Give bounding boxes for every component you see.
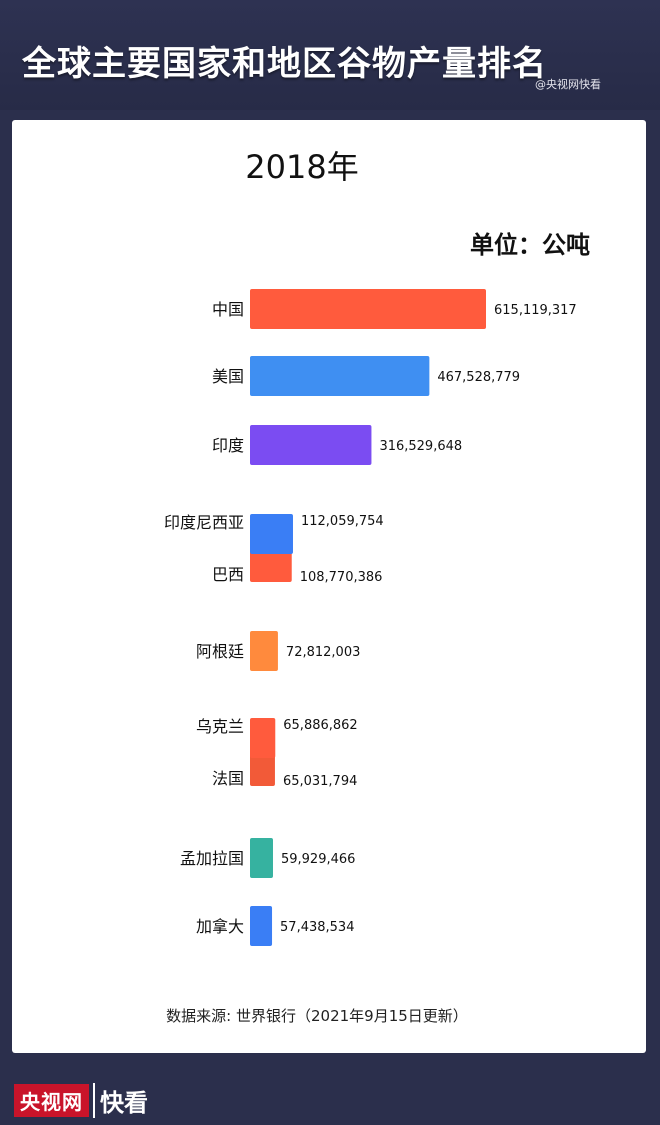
category-label: 阿根廷 <box>196 642 244 661</box>
logo-text-main: 央视网 <box>14 1083 89 1117</box>
value-label: 65,886,862 <box>283 718 357 733</box>
data-source: 数据来源: 世界银行（2021年9月15日更新） <box>166 1007 468 1025</box>
bar-5 <box>250 631 278 671</box>
unit-label: 单位：公吨 <box>470 231 590 259</box>
bar-3 <box>250 514 293 554</box>
bar-1 <box>250 356 430 396</box>
logo-text-sub: 快看 <box>93 1082 148 1118</box>
bar-9 <box>250 906 273 946</box>
value-label: 467,528,779 <box>437 370 520 385</box>
value-label: 615,119,317 <box>494 303 577 318</box>
value-label: 65,031,794 <box>283 774 357 789</box>
chart-title: 2018年 <box>245 148 359 186</box>
category-label: 乌克兰 <box>196 717 244 736</box>
category-label: 美国 <box>212 367 244 386</box>
value-label: 57,438,534 <box>280 920 354 935</box>
watermark: @央视网快看 <box>535 78 601 91</box>
category-label: 孟加拉国 <box>180 849 244 868</box>
bar-chart: 中国 615,119,317 美国 467,528,779 印度 316,529,648 印… <box>164 289 577 946</box>
banner: 全球主要国家和地区谷物产量排名 @央视网快看 <box>0 0 660 110</box>
value-label: 72,812,003 <box>286 645 360 660</box>
bar-0 <box>250 289 486 329</box>
chart-card: 2018年 单位：公吨 中国 615,119,317 美国 467,528,779 印度… <box>12 120 646 1053</box>
bar-8 <box>250 838 273 878</box>
category-label: 中国 <box>212 300 244 319</box>
category-label: 法国 <box>212 769 244 788</box>
bar-6 <box>250 718 276 758</box>
value-label: 59,929,466 <box>281 852 355 867</box>
category-label: 巴西 <box>212 565 244 584</box>
category-label: 印度 <box>212 436 244 455</box>
bar-2 <box>250 425 372 465</box>
category-label: 加拿大 <box>196 917 244 936</box>
cctv-logo: 央视网 快看 <box>14 1082 148 1118</box>
banner-title: 全球主要国家和地区谷物产量排名 <box>22 44 547 84</box>
value-label: 108,770,386 <box>300 570 383 585</box>
value-label: 316,529,648 <box>379 439 462 454</box>
category-label: 印度尼西亚 <box>164 513 244 532</box>
value-label: 112,059,754 <box>301 514 384 529</box>
